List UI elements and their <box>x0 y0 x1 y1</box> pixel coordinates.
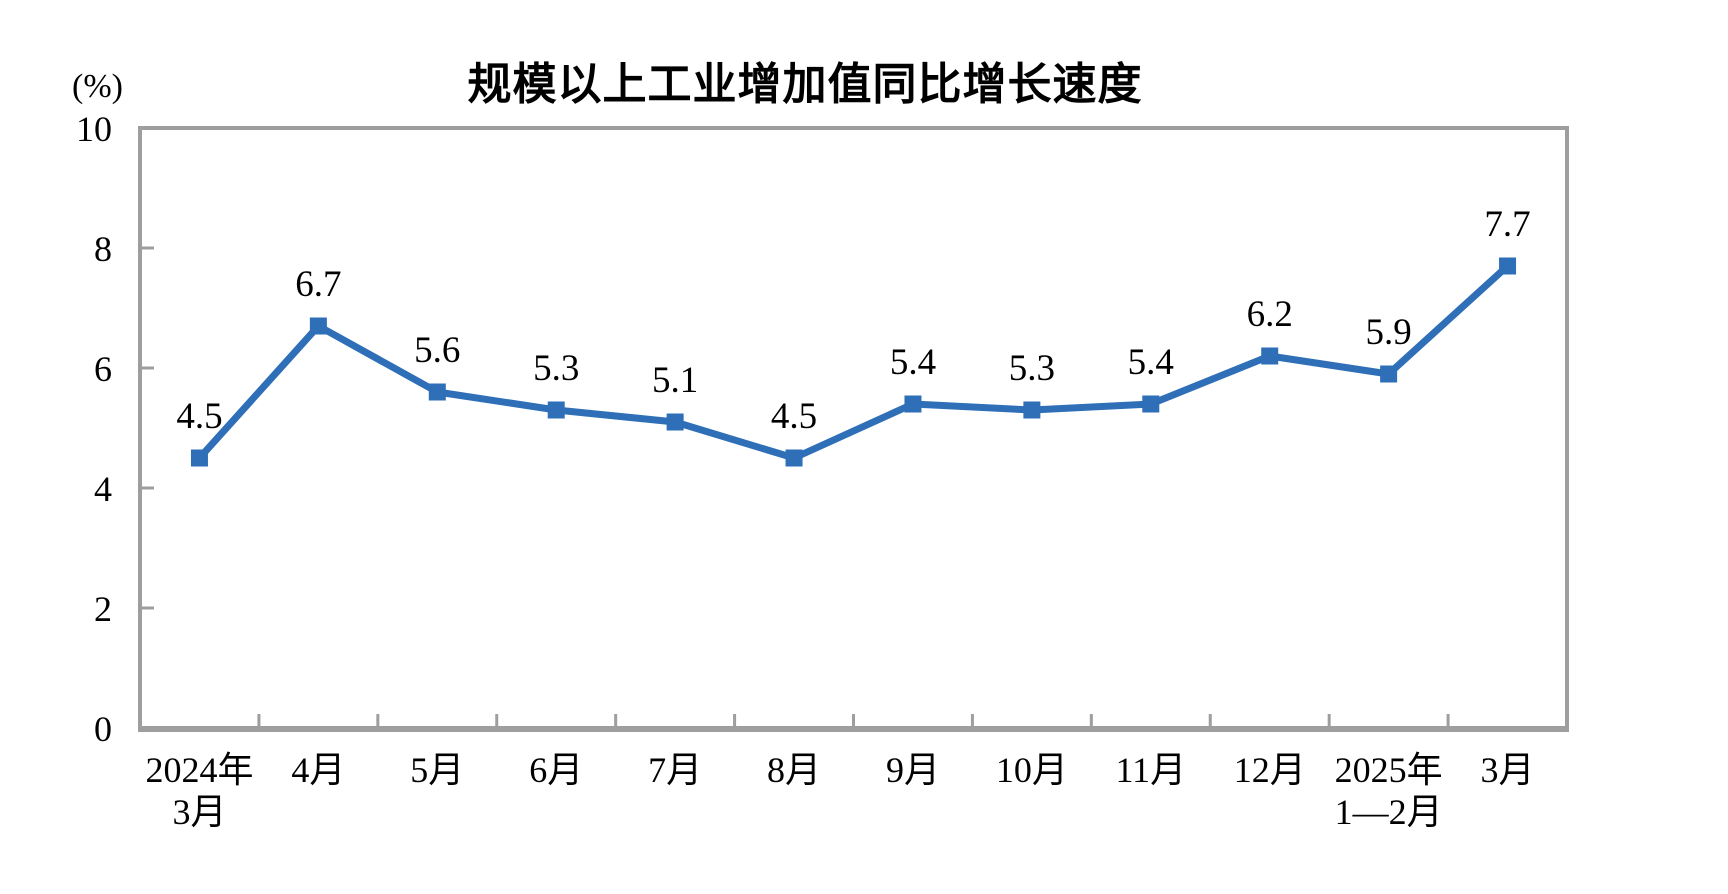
data-point-label: 5.1 <box>652 360 698 401</box>
data-point-label: 5.3 <box>1009 348 1055 389</box>
data-point-label: 5.3 <box>533 348 579 389</box>
x-tick-label: 2025年 <box>1335 750 1443 790</box>
x-tick-sublabel: 3月 <box>172 792 226 832</box>
data-line <box>195 262 1512 462</box>
data-point-label: 7.7 <box>1484 204 1530 245</box>
data-point-marker <box>1023 401 1041 419</box>
data-point-label: 5.4 <box>890 342 936 383</box>
data-point-marker <box>1499 257 1517 275</box>
x-tick-label: 11月 <box>1115 750 1186 790</box>
data-point-label: 6.7 <box>295 264 341 305</box>
y-tick-label: 8 <box>94 229 112 269</box>
data-point-marker <box>904 395 922 413</box>
data-point-label: 5.6 <box>414 330 460 371</box>
x-tick-label: 2024年 <box>145 750 253 790</box>
data-point-marker <box>1261 347 1279 365</box>
data-point-marker <box>190 449 208 467</box>
data-point-label: 5.9 <box>1366 312 1412 353</box>
data-point-marker <box>666 413 684 431</box>
data-point-marker <box>547 401 565 419</box>
data-point-marker <box>428 383 446 401</box>
data-point-marker <box>1142 395 1160 413</box>
x-tick-label: 7月 <box>648 750 702 790</box>
y-tick-label: 2 <box>94 589 112 629</box>
y-tick-label: 10 <box>76 109 112 149</box>
x-tick-label: 12月 <box>1234 750 1306 790</box>
y-axis-unit-label: (%) <box>72 68 123 105</box>
data-point-marker <box>309 317 327 335</box>
y-tick-label: 6 <box>94 349 112 389</box>
x-tick-sublabel: 1—2月 <box>1335 792 1443 832</box>
chart-title: 规模以上工业增加值同比增长速度 <box>467 59 1143 110</box>
data-point-marker <box>785 449 803 467</box>
y-tick-label: 0 <box>94 709 112 749</box>
data-point-label: 5.4 <box>1128 342 1174 383</box>
data-point-label: 6.2 <box>1247 294 1293 335</box>
x-tick-label: 3月 <box>1481 750 1535 790</box>
data-point-marker <box>1380 365 1398 383</box>
y-tick-label: 4 <box>94 469 112 509</box>
x-tick-label: 9月 <box>886 750 940 790</box>
x-tick-label: 8月 <box>767 750 821 790</box>
data-point-label: 4.5 <box>771 396 817 437</box>
x-tick-label: 10月 <box>996 750 1068 790</box>
x-tick-label: 5月 <box>410 750 464 790</box>
x-tick-label: 6月 <box>529 750 583 790</box>
x-tick-label: 4月 <box>291 750 345 790</box>
data-point-label: 4.5 <box>176 396 222 437</box>
